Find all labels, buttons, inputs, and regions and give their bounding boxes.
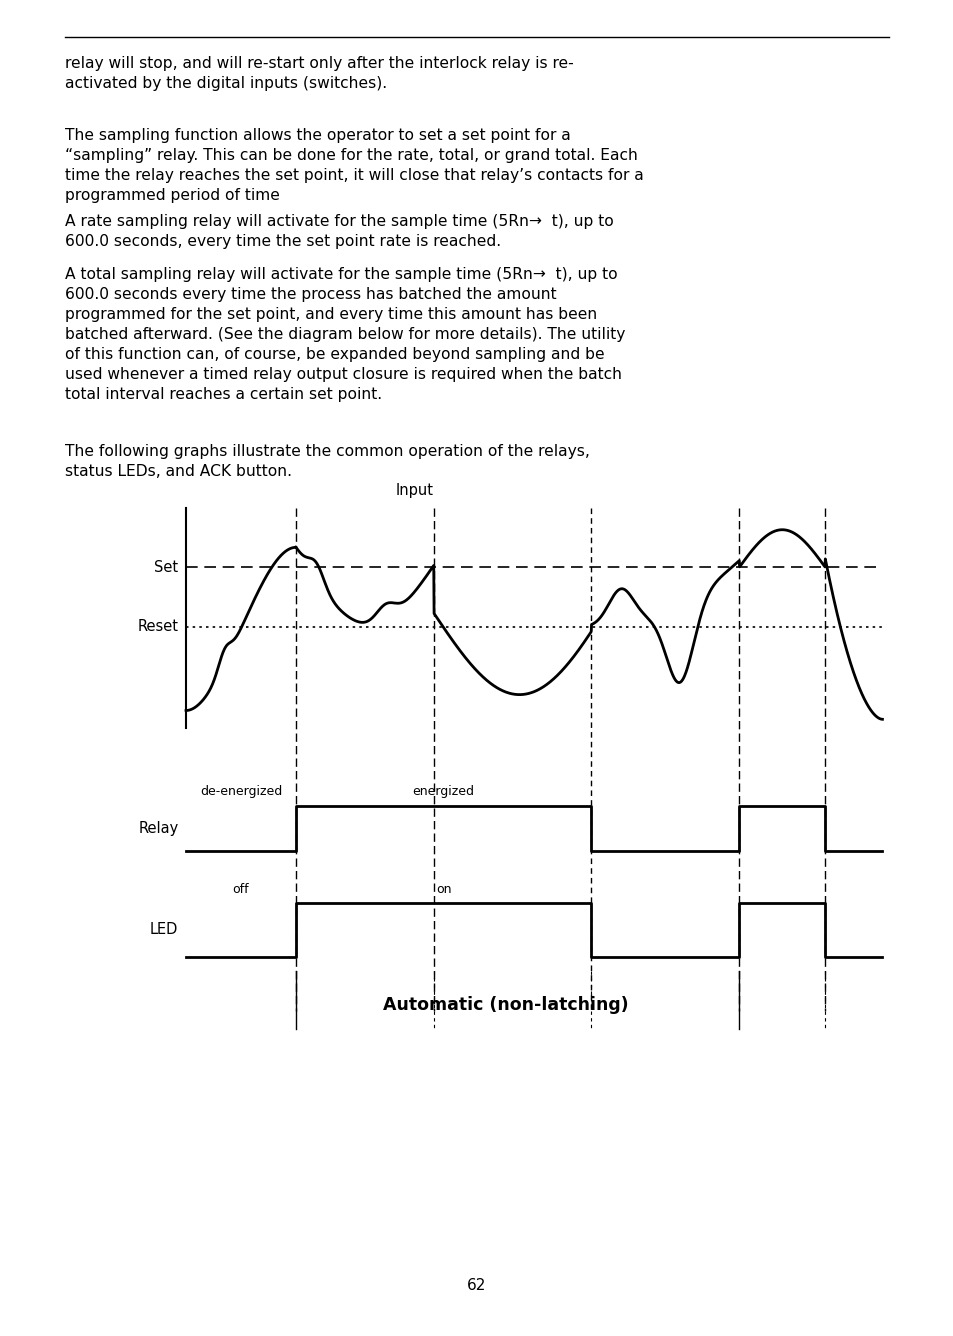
Text: Automatic (non-latching): Automatic (non-latching): [382, 995, 628, 1014]
Text: A rate sampling relay will activate for the sample time (5Rn→  t), up to
600.0 s: A rate sampling relay will activate for …: [65, 214, 613, 248]
Text: Reset: Reset: [137, 619, 178, 635]
Text: de-energized: de-energized: [199, 784, 282, 798]
Text: LED: LED: [150, 922, 178, 938]
Text: off: off: [233, 883, 249, 896]
Text: on: on: [436, 883, 451, 896]
Text: 62: 62: [467, 1277, 486, 1293]
Text: Relay: Relay: [138, 820, 178, 836]
Text: A total sampling relay will activate for the sample time (5Rn→  t), up to
600.0 : A total sampling relay will activate for…: [65, 267, 624, 402]
Text: relay will stop, and will re-start only after the interlock relay is re-
activat: relay will stop, and will re-start only …: [65, 56, 573, 91]
Text: energized: energized: [413, 784, 474, 798]
Text: The following graphs illustrate the common operation of the relays,
status LEDs,: The following graphs illustrate the comm…: [65, 444, 589, 478]
Text: The sampling function allows the operator to set a set point for a
“sampling” re: The sampling function allows the operato…: [65, 128, 643, 203]
Text: Set: Set: [154, 560, 178, 574]
Text: Input: Input: [395, 484, 434, 498]
